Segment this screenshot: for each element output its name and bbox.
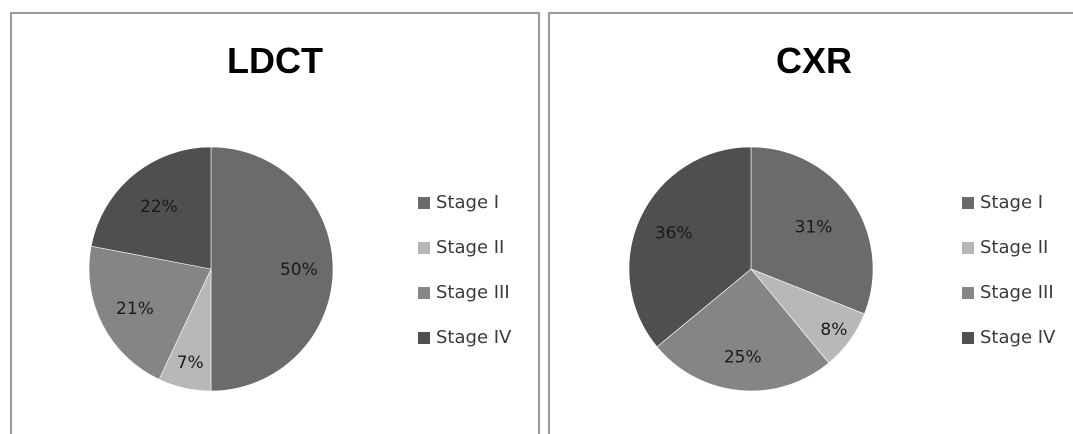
cxr-chart-panel: CXR 31% 8% 25% 36% Stage I Stage II Stage I… <box>548 12 1073 434</box>
swatch-stage-iii <box>962 286 974 299</box>
legend-label: Stage III <box>980 282 1054 303</box>
pie-slice-stage-i <box>750 146 874 315</box>
legend-label: Stage II <box>436 237 505 258</box>
legend-item-stage-iii: Stage III <box>962 270 1055 315</box>
legend-item-stage-iv: Stage IV <box>418 315 511 360</box>
swatch-stage-ii <box>418 241 430 254</box>
pie-slice-stage-i <box>210 146 334 392</box>
legend-label: Stage III <box>436 282 510 303</box>
legend-label: Stage IV <box>436 327 512 348</box>
slice-label-stage-ii: 7% <box>177 353 204 373</box>
cxr-pie: 31% 8% 25% 36% <box>628 146 874 392</box>
legend: Stage I Stage II Stage III Stage IV <box>962 180 1055 360</box>
legend-item-stage-i: Stage I <box>418 180 511 225</box>
legend-label: Stage I <box>980 192 1044 213</box>
swatch-stage-iv <box>962 331 974 344</box>
swatch-stage-ii <box>962 241 974 254</box>
legend: Stage I Stage II Stage III Stage IV <box>418 180 511 360</box>
legend-item-stage-i: Stage I <box>962 180 1055 225</box>
slice-label-stage-ii: 8% <box>820 320 847 340</box>
swatch-stage-i <box>418 196 430 209</box>
legend-label: Stage IV <box>980 327 1056 348</box>
pie-slice-stage-iii <box>88 245 212 380</box>
slice-label-stage-iii: 25% <box>724 347 762 367</box>
legend-label: Stage I <box>436 192 500 213</box>
pie-slice-stage-iv <box>628 146 752 348</box>
swatch-stage-iii <box>418 286 430 299</box>
slice-label-stage-iii: 21% <box>116 299 154 319</box>
swatch-stage-iv <box>418 331 430 344</box>
ldct-pie: 50% 7% 21% 22% <box>88 146 334 392</box>
slice-label-stage-iv: 36% <box>655 224 693 244</box>
legend-item-stage-iii: Stage III <box>418 270 511 315</box>
swatch-stage-i <box>962 196 974 209</box>
pie-slice-stage-iv <box>90 146 212 270</box>
legend-item-stage-ii: Stage II <box>418 225 511 270</box>
ldct-chart-panel: LDCT 50% 7% 21% 22% Stage I Stage II Stage … <box>10 12 540 434</box>
slice-label-stage-i: 31% <box>795 217 833 237</box>
slice-label-stage-iv: 22% <box>140 197 178 217</box>
legend-item-stage-iv: Stage IV <box>962 315 1055 360</box>
legend-label: Stage II <box>980 237 1049 258</box>
pie-slice-stage-iii <box>656 268 830 392</box>
chart-title: CXR <box>775 40 852 81</box>
legend-item-stage-ii: Stage II <box>962 225 1055 270</box>
slice-label-stage-i: 50% <box>280 260 318 280</box>
chart-title: LDCT <box>227 40 323 81</box>
